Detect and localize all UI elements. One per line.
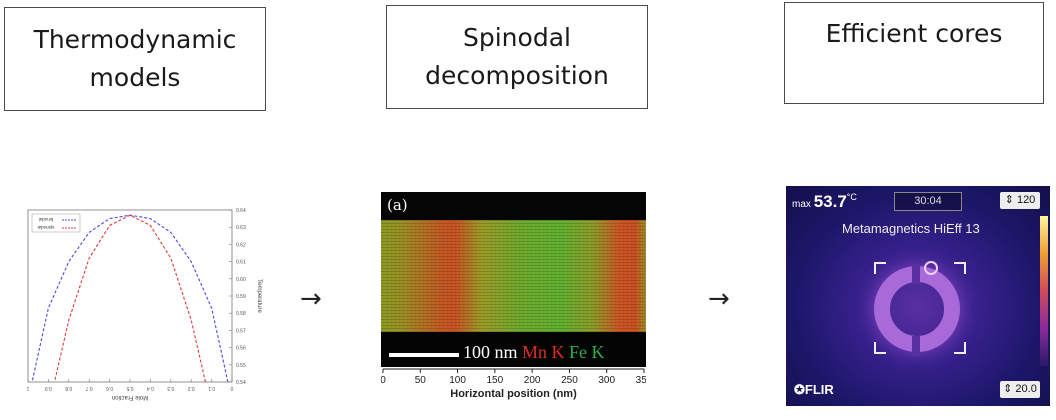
y-tick-label: 0.56 (236, 346, 246, 352)
x-tick-label: 0.5 (126, 385, 133, 391)
x-tick-label: 200 (524, 375, 541, 386)
range-low-badge: ⇕ 20.0 (1000, 381, 1040, 398)
y-tick-label: 0.57 (236, 328, 246, 334)
flow-arrow-2: → (708, 284, 730, 314)
spinodal-decomposition-box: Spinodal decomposition (386, 5, 648, 109)
max-unit: °C (846, 192, 857, 202)
y-tick-label: 0.63 (236, 225, 246, 231)
spinodal-eds-figure: (a) 100 nm Mn K Fe K 0 50 100 150 200 250 300 3… (378, 192, 648, 404)
thermodynamic-models-box: Thermodynamic models (4, 7, 266, 111)
y-tick-label: 0.61 (236, 260, 246, 266)
max-temp-readout: max 53.7°C (792, 192, 857, 212)
eds-map-image: (a) 100 nm Mn K Fe K (381, 192, 646, 367)
x-tick-label: 100 (449, 375, 466, 386)
thermal-camera-image: max 53.7°C 30:04 ⇕ 120 Metamagnetics HiE… (786, 186, 1050, 406)
x-tick-label: 0.2 (188, 385, 195, 391)
max-value: 53.7 (813, 192, 847, 211)
box-label-line2: models (89, 63, 181, 92)
x-tick-label: 0.7 (86, 385, 93, 391)
x-tick-label: 350 (636, 375, 646, 386)
frame-corner (874, 342, 886, 354)
legend-label: spinodal (38, 225, 55, 230)
binodal-curve (31, 214, 229, 383)
scale-legend: 100 nm Mn K Fe K (463, 342, 605, 363)
scale-text: 100 nm (463, 342, 518, 362)
flir-logo: ✪FLIR (794, 382, 834, 397)
y-tick-label: 0.60 (236, 277, 246, 283)
temperature-colorbar (1040, 216, 1048, 366)
x-tick-label: 0 (230, 385, 233, 391)
x-tick-label: 0.1 (208, 385, 215, 391)
plot-frame (27, 209, 233, 383)
x-axis-label: Horizontal position (nm) (450, 388, 577, 400)
x-tick-label: 300 (598, 375, 615, 386)
y-tick-label: 0.59 (236, 294, 246, 300)
frame-corner (954, 262, 966, 274)
x-tick-label: 0 (381, 375, 386, 386)
x-tick-label: 0.4 (147, 385, 154, 391)
target-spot-icon (924, 261, 938, 275)
efficient-cores-box: Efficient cores (784, 2, 1044, 104)
x-tick-label: 150 (487, 375, 504, 386)
spinodal-curve (53, 214, 207, 383)
x-tick-label: 0.6 (106, 385, 113, 391)
x-tick-label: 1 (26, 385, 29, 391)
box-label-line1: Efficient cores (825, 19, 1003, 48)
y-tick-label: 0.54 (236, 380, 246, 386)
frame-corner (954, 342, 966, 354)
y-tick-label: 0.62 (236, 242, 246, 248)
fe-label: Fe K (569, 342, 605, 362)
time-readout: 30:04 (894, 192, 962, 211)
x-tick-label: 0.3 (167, 385, 174, 391)
y-tick-label: 0.55 (236, 363, 246, 369)
legend-label: binodal (39, 217, 54, 222)
max-prefix: max (792, 199, 811, 210)
box-label-line1: Spinodal (463, 23, 571, 52)
horizontal-position-axis: 0 50 100 150 200 250 300 350 Horizontal position… (381, 368, 646, 400)
mn-label: Mn K (522, 342, 565, 362)
y-tick-label: 0.64 (236, 208, 246, 214)
mn-fe-composition-band (381, 220, 646, 332)
scale-bar (389, 353, 459, 357)
frame-corner (874, 262, 886, 274)
x-tick-label: 250 (561, 375, 578, 386)
box-label-line2: decomposition (425, 61, 609, 90)
x-tick-label: 0.9 (45, 385, 52, 391)
panel-label: (a) (387, 196, 408, 214)
x-axis-label: Mole Fraction (112, 394, 148, 400)
y-tick-label: 0.58 (236, 311, 246, 317)
box-label-line1: Thermodynamic (33, 25, 237, 54)
y-axis-label: Temperature (256, 279, 262, 313)
camera-title: Metamagnetics HiEff 13 (842, 221, 980, 236)
x-tick-label: 50 (415, 375, 427, 386)
range-high-badge: ⇕ 120 (1000, 192, 1040, 209)
thermodynamic-phase-diagram: 0 0.1 0.2 0.3 0.4 0.5 0.6 0.7 0.8 0.9 1 0.54 0.55 0.5… (26, 208, 262, 400)
x-tick-label: 0.8 (65, 385, 72, 391)
flow-arrow-1: → (300, 284, 322, 314)
